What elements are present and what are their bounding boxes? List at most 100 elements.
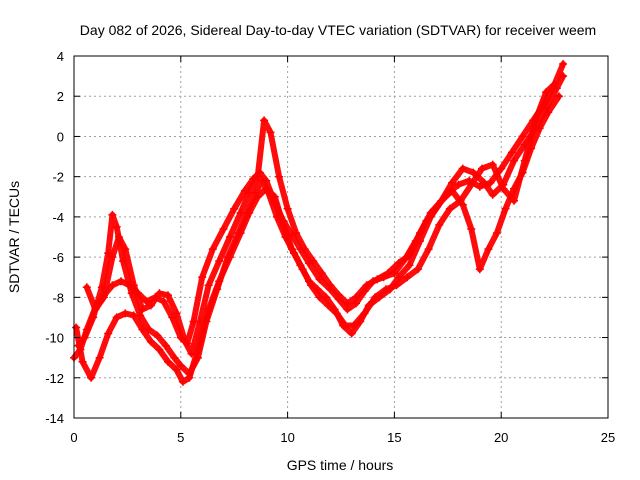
data-point-marker [181, 337, 190, 346]
data-point-marker [458, 200, 467, 209]
data-point-marker [535, 124, 544, 133]
data-point-marker [164, 357, 172, 366]
data-point-marker [185, 369, 194, 378]
data-point-marker [478, 164, 486, 173]
data-point-marker [343, 299, 352, 308]
data-point-marker [138, 305, 147, 314]
data-point-marker [264, 188, 273, 197]
data-point-marker [298, 265, 307, 274]
series-arc-1 [70, 60, 568, 362]
series-band [73, 73, 567, 385]
data-point-marker [290, 249, 298, 258]
data-point-marker [559, 60, 568, 68]
data-point-marker [104, 329, 113, 338]
data-point-marker [347, 329, 356, 338]
y-axis-title: SDTVAR / TECUs [6, 181, 22, 293]
data-point-marker [403, 273, 412, 282]
data-point-marker [129, 281, 138, 290]
data-point-marker [108, 210, 117, 219]
data-point-marker [527, 144, 536, 153]
data-point-marker [198, 273, 207, 282]
y-tick-label: -12 [45, 371, 64, 386]
data-point-marker [307, 281, 316, 290]
data-point-marker [554, 92, 563, 101]
x-tick-label: 15 [387, 430, 401, 445]
data-point-marker [424, 245, 433, 254]
y-tick-label: 2 [57, 89, 64, 104]
data-point-marker [349, 321, 358, 330]
y-tick-label: -6 [52, 250, 64, 265]
data-point-marker [117, 277, 125, 286]
data-point-marker [362, 281, 371, 290]
data-point-marker [507, 148, 516, 157]
grid-lines [74, 56, 608, 418]
data-point-marker [405, 261, 414, 270]
series-arc-3 [74, 80, 559, 378]
data-point-marker [384, 269, 392, 278]
data-point-marker [292, 229, 301, 237]
x-tick-label: 20 [494, 430, 508, 445]
data-point-marker [89, 313, 98, 322]
data-point-marker [413, 265, 422, 274]
data-point-marker [484, 245, 493, 254]
data-point-marker [155, 345, 164, 354]
data-point-marker [234, 229, 243, 237]
data-point-marker [236, 208, 245, 217]
data-point-marker [136, 311, 145, 320]
data-point-marker [204, 281, 213, 290]
data-point-marker [435, 220, 444, 229]
series-arc-2 [72, 72, 568, 386]
data-point-marker [108, 281, 117, 290]
data-point-marker [153, 331, 162, 340]
data-point-marker [405, 251, 414, 260]
data-point-marker [121, 309, 130, 318]
data-point-marker [225, 233, 234, 241]
data-point-marker [121, 245, 130, 254]
data-point-marker [475, 265, 484, 274]
data-point-marker [80, 333, 89, 342]
data-point-marker [499, 184, 508, 193]
data-point-marker [215, 257, 224, 266]
data-point-marker [283, 204, 292, 213]
data-point-marker [550, 80, 559, 89]
x-tick-label: 0 [70, 430, 77, 445]
data-point-marker [497, 164, 506, 173]
data-point-marker [458, 164, 467, 173]
data-point-marker [91, 305, 100, 314]
x-axis-title: GPS time / hours [287, 457, 394, 473]
data-point-marker [187, 349, 196, 358]
data-point-marker [559, 72, 568, 81]
y-tick-label: -4 [52, 210, 64, 225]
data-point-marker [87, 373, 96, 382]
data-point-marker [142, 297, 151, 306]
data-point-marker [253, 172, 262, 181]
data-point-marker [371, 293, 380, 302]
data-point-marker [332, 309, 341, 318]
data-point-marker [317, 269, 326, 278]
data-point-marker [480, 178, 489, 187]
chart-title: Day 082 of 2026, Sidereal Day-to-day VTE… [80, 22, 596, 38]
data-point-marker [352, 293, 360, 302]
data-point-marker [501, 204, 510, 213]
data-point-marker [475, 182, 484, 191]
data-point-marker [172, 365, 181, 374]
data-point-marker [373, 275, 382, 284]
plot-area-frame [73, 55, 609, 419]
data-point-marker [544, 108, 553, 117]
data-point-marker [448, 178, 457, 187]
data-point-marker [531, 116, 540, 125]
data-point-marker [170, 353, 179, 362]
data-point-marker [510, 156, 518, 165]
data-point-marker [164, 291, 172, 300]
data-point-marker [334, 291, 343, 300]
data-point-marker [82, 283, 91, 292]
data-point-marker [392, 281, 401, 290]
data-point-marker [144, 325, 153, 334]
data-point-marker [394, 259, 403, 268]
data-point-marker [245, 188, 254, 197]
axis-ticks: 0 5 10 15 20 25 -14 -12 -10 -8 -6 -4 -2 0 2 4 [45, 49, 615, 445]
data-point-marker [112, 222, 121, 231]
x-tick-label: 10 [280, 430, 294, 445]
data-point-marker [230, 204, 239, 213]
